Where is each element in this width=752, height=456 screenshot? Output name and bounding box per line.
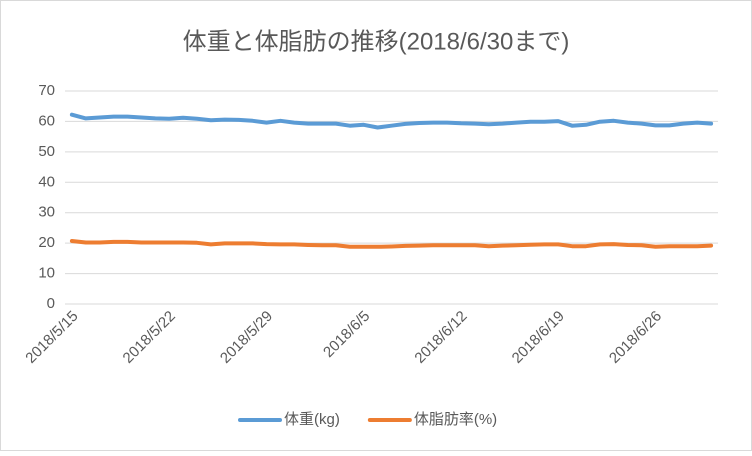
legend-label: 体脂肪率(%): [414, 411, 497, 428]
y-tick-label: 10: [38, 265, 55, 282]
chart-title: 体重と体脂肪の推移(2018/6/30まで): [183, 28, 570, 55]
legend-label: 体重(kg): [284, 411, 340, 428]
y-tick-label: 30: [38, 204, 55, 221]
y-tick-label: 0: [47, 295, 55, 312]
y-tick-label: 20: [38, 234, 55, 251]
y-tick-label: 40: [38, 173, 55, 190]
series-line: [69, 239, 714, 249]
series-line: [69, 112, 714, 130]
y-tick-label: 70: [38, 82, 55, 99]
y-tick-label: 60: [38, 112, 55, 129]
y-tick-label: 50: [38, 143, 55, 160]
